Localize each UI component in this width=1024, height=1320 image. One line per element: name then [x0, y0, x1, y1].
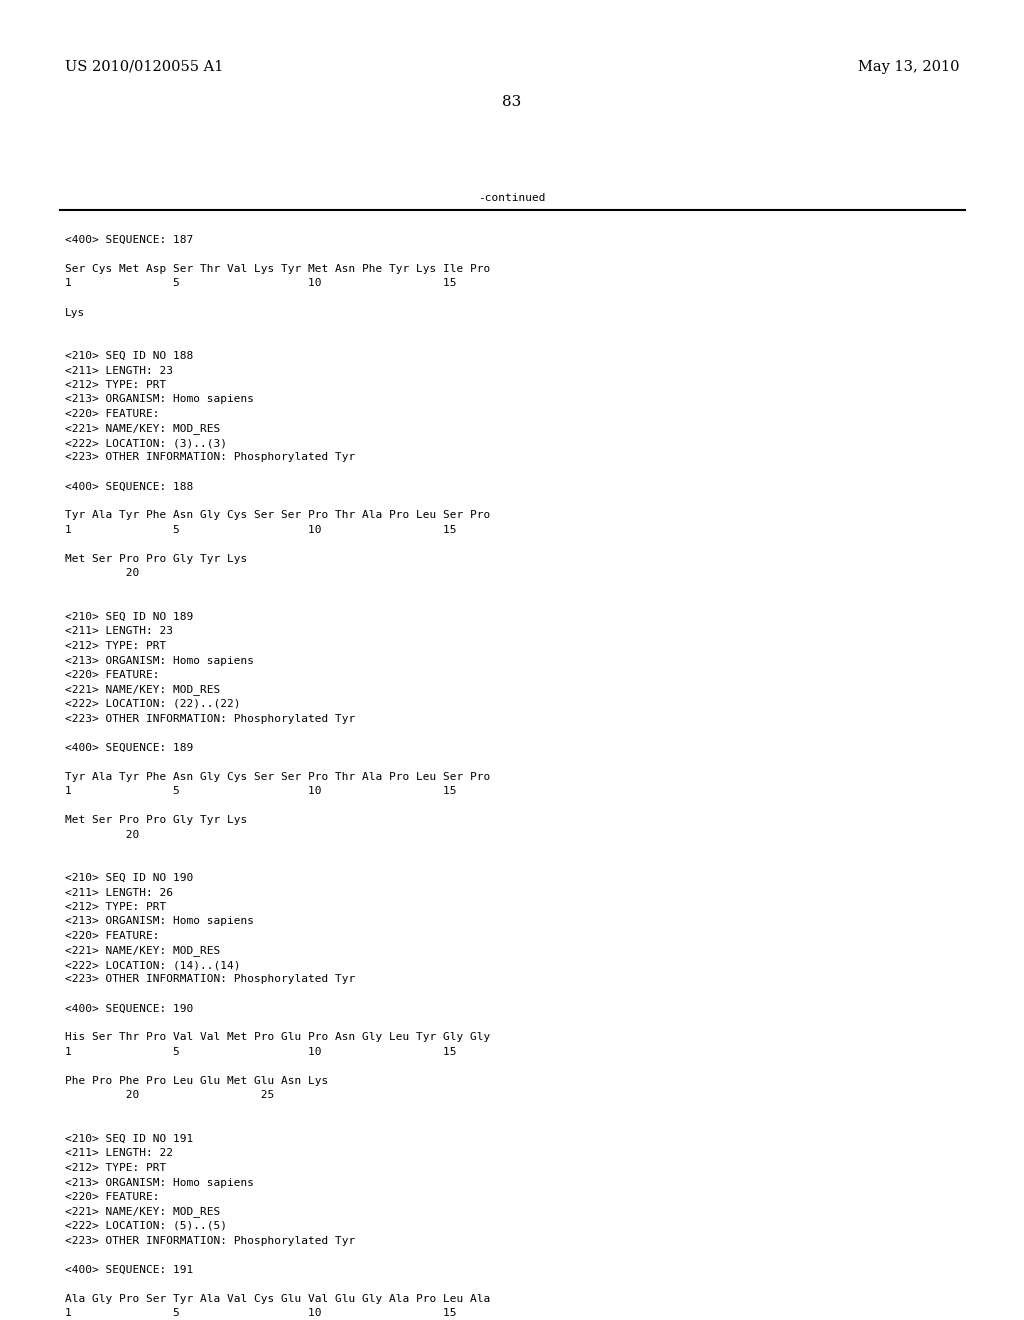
- Text: 20: 20: [65, 829, 139, 840]
- Text: <210> SEQ ID NO 191: <210> SEQ ID NO 191: [65, 1134, 194, 1144]
- Text: 20                  25: 20 25: [65, 1090, 274, 1101]
- Text: May 13, 2010: May 13, 2010: [858, 59, 961, 74]
- Text: Phe Pro Phe Pro Leu Glu Met Glu Asn Lys: Phe Pro Phe Pro Leu Glu Met Glu Asn Lys: [65, 1076, 329, 1086]
- Text: <212> TYPE: PRT: <212> TYPE: PRT: [65, 642, 166, 651]
- Text: <223> OTHER INFORMATION: Phosphorylated Tyr: <223> OTHER INFORMATION: Phosphorylated …: [65, 714, 355, 723]
- Text: US 2010/0120055 A1: US 2010/0120055 A1: [65, 59, 223, 74]
- Text: <212> TYPE: PRT: <212> TYPE: PRT: [65, 902, 166, 912]
- Text: -continued: -continued: [478, 193, 546, 203]
- Text: Lys: Lys: [65, 308, 85, 318]
- Text: <400> SEQUENCE: 191: <400> SEQUENCE: 191: [65, 1265, 194, 1275]
- Text: <223> OTHER INFORMATION: Phosphorylated Tyr: <223> OTHER INFORMATION: Phosphorylated …: [65, 453, 355, 462]
- Text: Met Ser Pro Pro Gly Tyr Lys: Met Ser Pro Pro Gly Tyr Lys: [65, 814, 247, 825]
- Text: <210> SEQ ID NO 188: <210> SEQ ID NO 188: [65, 351, 194, 360]
- Text: <221> NAME/KEY: MOD_RES: <221> NAME/KEY: MOD_RES: [65, 685, 220, 696]
- Text: <211> LENGTH: 23: <211> LENGTH: 23: [65, 366, 173, 375]
- Text: <220> FEATURE:: <220> FEATURE:: [65, 931, 160, 941]
- Text: <220> FEATURE:: <220> FEATURE:: [65, 671, 160, 680]
- Text: <220> FEATURE:: <220> FEATURE:: [65, 1192, 160, 1203]
- Text: His Ser Thr Pro Val Val Met Pro Glu Pro Asn Gly Leu Tyr Gly Gly: His Ser Thr Pro Val Val Met Pro Glu Pro …: [65, 1032, 490, 1043]
- Text: <221> NAME/KEY: MOD_RES: <221> NAME/KEY: MOD_RES: [65, 1206, 220, 1217]
- Text: <223> OTHER INFORMATION: Phosphorylated Tyr: <223> OTHER INFORMATION: Phosphorylated …: [65, 1236, 355, 1246]
- Text: <222> LOCATION: (22)..(22): <222> LOCATION: (22)..(22): [65, 700, 241, 709]
- Text: <220> FEATURE:: <220> FEATURE:: [65, 409, 160, 418]
- Text: <400> SEQUENCE: 188: <400> SEQUENCE: 188: [65, 482, 194, 491]
- Text: <400> SEQUENCE: 187: <400> SEQUENCE: 187: [65, 235, 194, 246]
- Text: <213> ORGANISM: Homo sapiens: <213> ORGANISM: Homo sapiens: [65, 1177, 254, 1188]
- Text: <211> LENGTH: 26: <211> LENGTH: 26: [65, 887, 173, 898]
- Text: 1               5                   10                  15: 1 5 10 15: [65, 785, 457, 796]
- Text: Tyr Ala Tyr Phe Asn Gly Cys Ser Ser Pro Thr Ala Pro Leu Ser Pro: Tyr Ala Tyr Phe Asn Gly Cys Ser Ser Pro …: [65, 511, 490, 520]
- Text: Ser Cys Met Asp Ser Thr Val Lys Tyr Met Asn Phe Tyr Lys Ile Pro: Ser Cys Met Asp Ser Thr Val Lys Tyr Met …: [65, 264, 490, 275]
- Text: <221> NAME/KEY: MOD_RES: <221> NAME/KEY: MOD_RES: [65, 424, 220, 434]
- Text: <211> LENGTH: 22: <211> LENGTH: 22: [65, 1148, 173, 1159]
- Text: <213> ORGANISM: Homo sapiens: <213> ORGANISM: Homo sapiens: [65, 656, 254, 665]
- Text: Met Ser Pro Pro Gly Tyr Lys: Met Ser Pro Pro Gly Tyr Lys: [65, 554, 247, 564]
- Text: <210> SEQ ID NO 190: <210> SEQ ID NO 190: [65, 873, 194, 883]
- Text: Ala Gly Pro Ser Tyr Ala Val Cys Glu Val Glu Gly Ala Pro Leu Ala: Ala Gly Pro Ser Tyr Ala Val Cys Glu Val …: [65, 1294, 490, 1304]
- Text: <221> NAME/KEY: MOD_RES: <221> NAME/KEY: MOD_RES: [65, 945, 220, 957]
- Text: <400> SEQUENCE: 189: <400> SEQUENCE: 189: [65, 742, 194, 752]
- Text: 1               5                   10                  15: 1 5 10 15: [65, 1047, 457, 1057]
- Text: 1               5                   10                  15: 1 5 10 15: [65, 1308, 457, 1317]
- Text: <213> ORGANISM: Homo sapiens: <213> ORGANISM: Homo sapiens: [65, 395, 254, 404]
- Text: <222> LOCATION: (3)..(3): <222> LOCATION: (3)..(3): [65, 438, 227, 447]
- Text: <222> LOCATION: (5)..(5): <222> LOCATION: (5)..(5): [65, 1221, 227, 1232]
- Text: 83: 83: [503, 95, 521, 110]
- Text: <213> ORGANISM: Homo sapiens: <213> ORGANISM: Homo sapiens: [65, 916, 254, 927]
- Text: 1               5                   10                  15: 1 5 10 15: [65, 279, 457, 289]
- Text: <400> SEQUENCE: 190: <400> SEQUENCE: 190: [65, 1003, 194, 1014]
- Text: Tyr Ala Tyr Phe Asn Gly Cys Ser Ser Pro Thr Ala Pro Leu Ser Pro: Tyr Ala Tyr Phe Asn Gly Cys Ser Ser Pro …: [65, 771, 490, 781]
- Text: 20: 20: [65, 569, 139, 578]
- Text: <222> LOCATION: (14)..(14): <222> LOCATION: (14)..(14): [65, 960, 241, 970]
- Text: <210> SEQ ID NO 189: <210> SEQ ID NO 189: [65, 612, 194, 622]
- Text: <212> TYPE: PRT: <212> TYPE: PRT: [65, 1163, 166, 1173]
- Text: <212> TYPE: PRT: <212> TYPE: PRT: [65, 380, 166, 389]
- Text: <211> LENGTH: 23: <211> LENGTH: 23: [65, 627, 173, 636]
- Text: <223> OTHER INFORMATION: Phosphorylated Tyr: <223> OTHER INFORMATION: Phosphorylated …: [65, 974, 355, 985]
- Text: 1               5                   10                  15: 1 5 10 15: [65, 525, 457, 535]
